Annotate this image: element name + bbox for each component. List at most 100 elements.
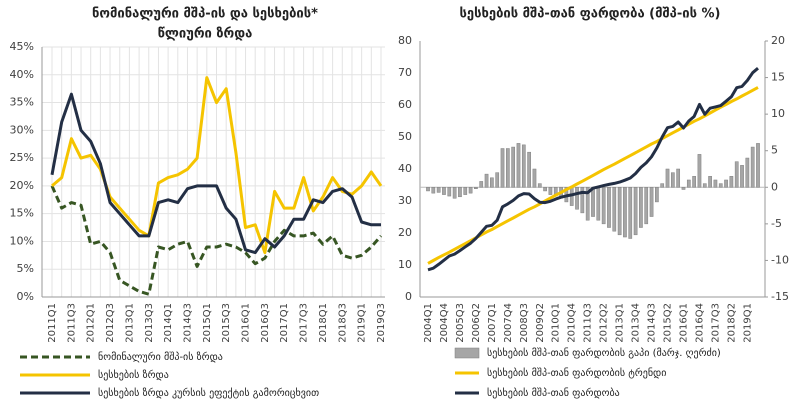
x-tick-label: 2010Q1: [551, 303, 562, 343]
bar: [436, 187, 441, 193]
x-tick-label: 2019Q1: [357, 303, 368, 343]
bar: [676, 168, 681, 188]
bar: [628, 187, 633, 239]
bar: [516, 143, 521, 188]
y2-tick-label: -15: [771, 290, 789, 303]
y2-tick-label: -10: [771, 253, 789, 266]
y-tick-label: 15%: [10, 207, 34, 220]
y-tick-label: 10%: [10, 234, 34, 247]
bar: [527, 151, 531, 188]
bar: [655, 187, 659, 203]
bar: [601, 187, 606, 225]
x-tick-label: 2005Q3: [455, 303, 466, 343]
x-tick-label: 2009Q2: [535, 303, 546, 343]
x-tick-label: 2018Q3: [337, 303, 348, 343]
x-tick-label: 2014Q1: [163, 303, 174, 343]
bar: [596, 187, 601, 221]
x-tick-label: 2010Q4: [567, 303, 578, 343]
bar: [505, 148, 510, 188]
series-line: [50, 92, 381, 255]
x-tick-label: 2017Q3: [299, 303, 310, 343]
x-tick-label: 2016Q1: [241, 303, 252, 343]
bar: [447, 187, 452, 197]
x-tick-label: 2013Q1: [615, 303, 626, 343]
bar: [591, 187, 595, 217]
x-tick-label: 2011Q3: [583, 303, 594, 343]
y-tick-label: 0%: [17, 290, 34, 303]
series-line: [427, 67, 759, 272]
x-tick-label: 2015Q1: [202, 303, 213, 343]
y-tick-label: 10: [398, 258, 412, 271]
x-tick-label: 2018Q1: [318, 303, 329, 343]
bar: [521, 144, 526, 188]
y2-tick-label: 20: [771, 34, 785, 47]
bar: [532, 168, 537, 188]
chart-title: სესხების მშპ-თან ფარდობა (მშპ-ის %): [460, 7, 721, 22]
legend-label: სესხების ზრდა: [98, 369, 169, 381]
bar: [740, 165, 744, 188]
x-tick-label: 2017Q3: [710, 303, 721, 343]
y-tick-label: 40%: [10, 68, 34, 81]
bar: [575, 187, 579, 210]
bar: [442, 187, 446, 195]
x-tick-label: 2011Q1: [47, 303, 58, 343]
y-tick-label: 35%: [10, 96, 34, 109]
legend-label: სესხების ზრდა კურსის ეფექტის გამორიცხვით: [98, 387, 319, 399]
series-line: [427, 86, 759, 265]
x-tick-label: 2008Q3: [519, 303, 530, 343]
bar: [681, 187, 686, 190]
bar: [495, 172, 500, 188]
x-tick-label: 2018Q2: [726, 303, 737, 343]
y-tick-label: 20: [398, 226, 412, 239]
y-tick-label: 5%: [17, 262, 34, 275]
bar: [692, 176, 696, 188]
legend-label: სესხების მშპ-თან ფარდობა: [487, 387, 620, 399]
bar: [548, 187, 553, 195]
bar: [697, 154, 702, 188]
y-tick-label: 70: [398, 66, 412, 79]
x-tick-label: 2004Q1: [423, 303, 434, 343]
x-tick-label: 2004Q4: [439, 303, 450, 343]
x-tick-label: 2016Q3: [260, 303, 271, 343]
x-tick-label: 2013Q3: [144, 303, 155, 343]
bar: [458, 187, 462, 198]
legend-label: სესხების მშპ-თან ფარდობის გაპი (მარჯ. ღე…: [487, 347, 721, 359]
y2-tick-label: -5: [771, 217, 782, 230]
bar: [750, 146, 755, 188]
x-tick-label: 2015Q2: [663, 303, 674, 343]
chart-title: წლიური ზრდა: [158, 27, 253, 42]
bar: [617, 187, 622, 236]
bar: [639, 187, 643, 228]
bar: [665, 168, 670, 188]
bar: [644, 187, 649, 225]
bar: [724, 179, 728, 188]
bar: [607, 187, 611, 228]
legend-label: ნომინალური მშპ-ის ზრდა: [98, 351, 223, 363]
y-tick-label: 20%: [10, 179, 34, 192]
y-tick-label: 45%: [10, 40, 34, 53]
bar: [612, 187, 617, 232]
x-tick-label: 2013Q4: [631, 303, 642, 343]
bar: [580, 187, 585, 214]
bar: [623, 187, 627, 238]
bar: [479, 181, 484, 188]
y-tick-label: 0: [405, 290, 412, 303]
legend-swatch: [454, 347, 480, 359]
bar: [660, 183, 665, 188]
bar: [633, 187, 638, 236]
bar: [474, 187, 478, 189]
y-tick-label: 30%: [10, 123, 34, 136]
bar: [431, 187, 436, 194]
x-tick-label: 2006Q2: [471, 303, 482, 343]
y2-tick-label: 0: [771, 180, 778, 193]
bar: [756, 143, 760, 188]
bar: [463, 187, 468, 195]
bar: [426, 187, 430, 192]
bar: [708, 176, 712, 188]
bar: [543, 187, 547, 192]
legend-label: სესხების მშპ-თან ფარდობის ტრენდი: [487, 367, 666, 379]
bar: [734, 161, 739, 188]
x-tick-label: 2013Q1: [124, 303, 135, 343]
bar: [537, 183, 542, 188]
x-tick-label: 2017Q1: [279, 303, 290, 343]
